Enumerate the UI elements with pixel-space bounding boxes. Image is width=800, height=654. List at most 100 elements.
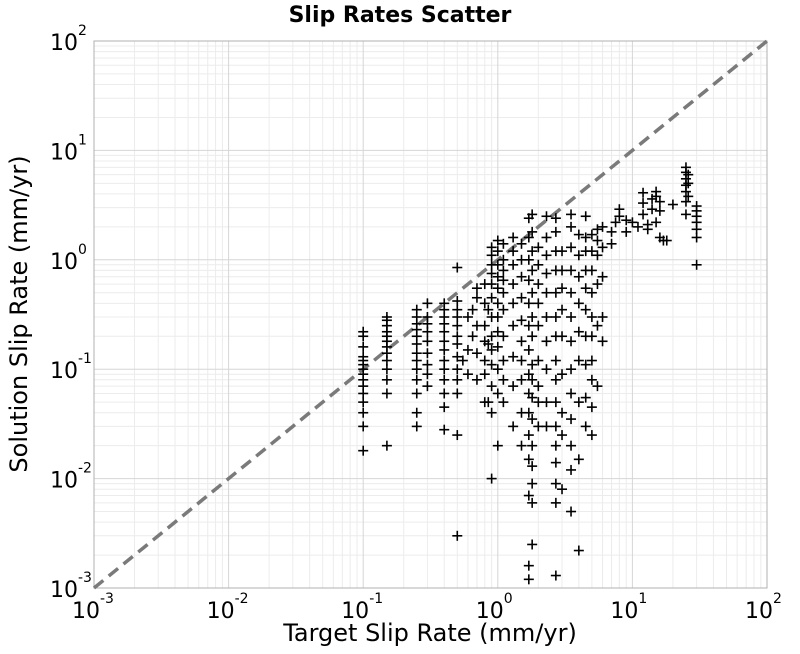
data-point bbox=[566, 506, 577, 517]
data-point bbox=[508, 381, 519, 392]
data-point bbox=[533, 259, 544, 270]
data-point bbox=[580, 211, 591, 222]
data-point bbox=[592, 224, 603, 235]
data-point bbox=[597, 336, 608, 347]
data-point bbox=[527, 374, 538, 385]
data-point bbox=[557, 484, 568, 495]
data-point bbox=[483, 397, 494, 408]
data-point bbox=[527, 331, 538, 342]
data-point bbox=[550, 497, 561, 508]
data-point bbox=[550, 440, 561, 451]
data-point bbox=[566, 464, 577, 475]
data-point bbox=[498, 374, 509, 385]
data-point bbox=[586, 430, 597, 441]
data-point bbox=[550, 226, 561, 237]
data-point bbox=[638, 209, 649, 220]
data-point bbox=[523, 275, 534, 286]
data-point bbox=[541, 421, 552, 432]
data-point bbox=[523, 407, 534, 418]
y-tick-label: 10 bbox=[50, 578, 78, 603]
data-point bbox=[592, 320, 603, 331]
data-point bbox=[621, 226, 632, 237]
data-point bbox=[358, 397, 369, 408]
data-point bbox=[550, 287, 561, 298]
data-point bbox=[492, 341, 503, 352]
x-tick-labels: 10 -3 10 -2 10 -1 10 0 10 1 10 2 bbox=[72, 591, 782, 624]
data-point bbox=[592, 250, 603, 261]
data-point bbox=[498, 287, 509, 298]
data-point bbox=[523, 490, 534, 501]
data-point bbox=[566, 388, 577, 399]
data-point bbox=[527, 209, 538, 220]
data-point bbox=[638, 198, 649, 209]
data-point bbox=[573, 397, 584, 408]
data-point bbox=[467, 304, 478, 315]
data-point bbox=[516, 315, 527, 326]
data-point bbox=[654, 205, 665, 216]
data-point bbox=[516, 336, 527, 347]
data-point bbox=[541, 211, 552, 222]
data-point bbox=[597, 221, 608, 232]
y-tick-exponent: -1 bbox=[78, 351, 92, 367]
data-point bbox=[527, 414, 538, 425]
data-point bbox=[508, 421, 519, 432]
data-point bbox=[422, 312, 433, 323]
data-point bbox=[486, 242, 497, 253]
data-point bbox=[452, 430, 463, 441]
data-point bbox=[527, 440, 538, 451]
y-tick-label: 10 bbox=[50, 359, 78, 384]
data-point bbox=[647, 204, 658, 215]
y-axis-label: Solution Slip Rate (mm/yr) bbox=[5, 155, 33, 472]
data-point bbox=[498, 331, 509, 342]
data-point bbox=[492, 246, 503, 257]
y-tick-label: 10 bbox=[50, 140, 78, 165]
data-point bbox=[592, 235, 603, 246]
data-point bbox=[516, 271, 527, 282]
data-point bbox=[580, 421, 591, 432]
data-point bbox=[358, 445, 369, 456]
data-point bbox=[557, 304, 568, 315]
chart-title: Slip Rates Scatter bbox=[289, 3, 512, 28]
data-point bbox=[492, 298, 503, 309]
data-point bbox=[680, 196, 691, 207]
data-point bbox=[580, 304, 591, 315]
data-point bbox=[479, 355, 490, 366]
data-point bbox=[516, 374, 527, 385]
data-point bbox=[573, 229, 584, 240]
data-point bbox=[452, 262, 463, 273]
data-point bbox=[471, 283, 482, 294]
data-point bbox=[422, 348, 433, 359]
data-point bbox=[508, 298, 519, 309]
data-point bbox=[606, 226, 617, 237]
data-point bbox=[541, 364, 552, 375]
data-point bbox=[486, 381, 497, 392]
data-point bbox=[492, 271, 503, 282]
data-point bbox=[508, 232, 519, 243]
data-point bbox=[566, 364, 577, 375]
data-point bbox=[486, 331, 497, 342]
data-point bbox=[422, 359, 433, 370]
data-point bbox=[486, 344, 497, 355]
data-point bbox=[471, 374, 482, 385]
data-point bbox=[381, 388, 392, 399]
data-point bbox=[527, 461, 538, 472]
data-point bbox=[411, 421, 422, 432]
data-point bbox=[508, 351, 519, 362]
data-point bbox=[533, 298, 544, 309]
data-point bbox=[508, 246, 519, 257]
data-point bbox=[580, 359, 591, 370]
data-point bbox=[358, 351, 369, 362]
data-point bbox=[439, 364, 450, 375]
data-point bbox=[683, 169, 694, 180]
data-point bbox=[573, 326, 584, 337]
data-point bbox=[557, 265, 568, 276]
data-point bbox=[566, 336, 577, 347]
data-point bbox=[661, 235, 672, 246]
data-point bbox=[492, 259, 503, 270]
data-point bbox=[566, 209, 577, 220]
data-point bbox=[498, 355, 509, 366]
data-point bbox=[516, 238, 527, 249]
x-tick-label: 10 bbox=[72, 599, 100, 624]
data-point bbox=[680, 209, 691, 220]
